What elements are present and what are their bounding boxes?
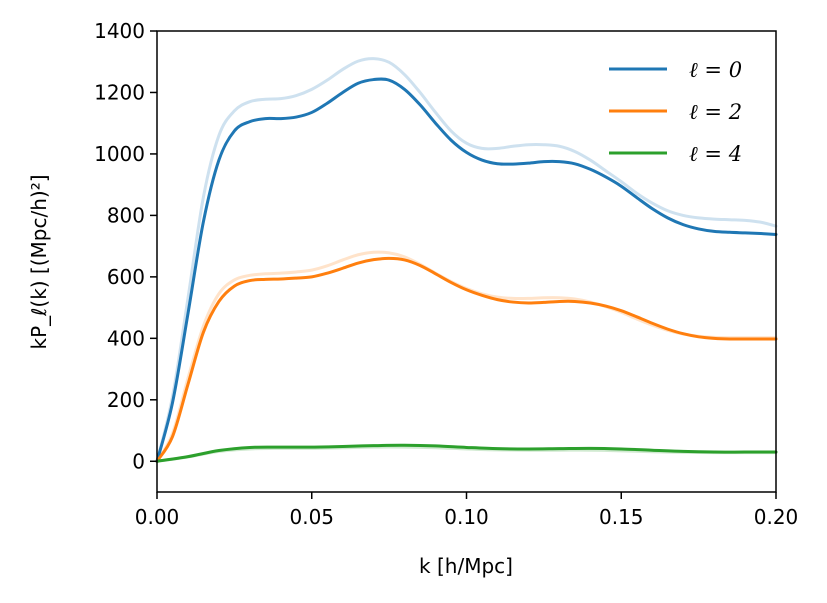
series-line-1 — [155, 256, 778, 463]
faint-series-layer — [155, 57, 778, 463]
y-tick-label: 1200 — [94, 80, 145, 104]
series-line-0 — [155, 77, 778, 463]
faint-series-line-3 — [155, 57, 778, 463]
y-tick-label: 600 — [107, 265, 145, 289]
y-tick-label: 800 — [107, 203, 145, 227]
legend: ℓ = 0 ℓ = 2 ℓ = 4 — [609, 58, 742, 166]
x-axis-ticks: 0.00 0.05 0.10 0.15 0.20 — [135, 492, 799, 529]
x-tick-label: 0.00 — [135, 505, 180, 529]
legend-label-1: ℓ = 2 — [689, 100, 742, 124]
x-tick-label: 0.20 — [754, 505, 799, 529]
x-tick-label: 0.05 — [289, 505, 334, 529]
y-tick-label: 0 — [132, 449, 145, 473]
y-tick-label: 1000 — [94, 142, 145, 166]
y-axis-label: kP_ℓ(k) [(Mpc/h)²] — [27, 174, 51, 349]
faint-series-line-4 — [155, 250, 778, 463]
legend-label-2: ℓ = 4 — [689, 142, 742, 166]
y-tick-label: 1400 — [94, 19, 145, 43]
x-tick-label: 0.10 — [444, 505, 489, 529]
x-axis-label: k [h/Mpc] — [419, 554, 513, 578]
y-axis-ticks: 0 200 400 600 800 1000 1200 1400 — [94, 19, 157, 473]
y-tick-label: 200 — [107, 388, 145, 412]
series-line-2 — [155, 443, 778, 463]
series-layer — [155, 77, 778, 463]
faint-series-line-5 — [155, 445, 778, 463]
y-tick-label: 400 — [107, 326, 145, 350]
x-tick-label: 0.15 — [599, 505, 644, 529]
legend-label-0: ℓ = 0 — [689, 58, 742, 82]
